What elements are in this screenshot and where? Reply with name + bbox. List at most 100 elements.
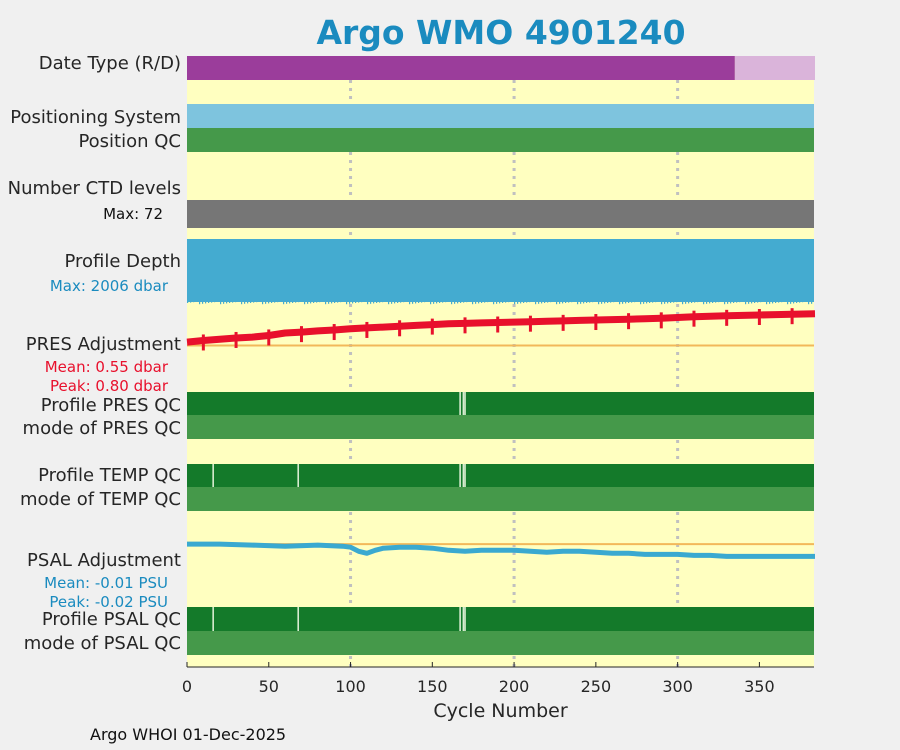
- profile-depth-tick: [202, 301, 204, 304]
- profile-depth-tick: [715, 301, 717, 303]
- profile-depth-tick: [565, 301, 567, 303]
- profile-depth-tick: [811, 301, 813, 304]
- profile-depth-tick: [232, 301, 234, 303]
- profile-depth-tick: [703, 301, 705, 305]
- profile-depth-tick: [664, 301, 666, 304]
- profile-depth-tick: [424, 301, 426, 303]
- profile-depth-tick: [205, 301, 207, 304]
- profile-depth-tick: [451, 301, 453, 305]
- profile-pres-qc-mark: [462, 392, 465, 415]
- profile-depth-tick: [709, 301, 711, 304]
- profile-depth-tick: [463, 301, 465, 303]
- profile-depth-tick: [766, 301, 768, 305]
- profile-pres-qc-label: Profile PRES QC: [41, 395, 181, 416]
- profile-depth-tick: [283, 301, 285, 305]
- profile-depth-tick: [217, 301, 219, 302]
- profile-depth-tick: [391, 301, 393, 304]
- profile-depth-tick: [286, 301, 288, 304]
- profile-depth-tick: [241, 301, 243, 305]
- pres-adjustment-stat-peak: Peak: 0.80 dbar: [50, 377, 169, 395]
- footer-credit: Argo WHOI 01-Dec-2025: [90, 725, 287, 744]
- x-tick-label: 150: [417, 677, 448, 696]
- profile-depth-tick: [727, 301, 729, 304]
- profile-depth-tick: [730, 301, 732, 304]
- profile-depth-tick: [670, 301, 672, 303]
- profile-depth-tick: [331, 301, 333, 304]
- profile-depth-tick: [406, 301, 408, 302]
- profile-depth-tick: [211, 301, 213, 303]
- profile-depth-tick: [478, 301, 480, 304]
- profile-depth-tick: [775, 301, 777, 303]
- profile-depth-tick: [469, 301, 471, 302]
- position-qc-band: [187, 128, 814, 152]
- profile-pres-qc-band: [187, 392, 814, 415]
- profile-depth-tick: [349, 301, 351, 304]
- profile-depth-tick: [196, 301, 198, 302]
- profile-depth-tick: [355, 301, 357, 303]
- profile-depth-tick: [244, 301, 246, 304]
- profile-depth-tick: [352, 301, 354, 304]
- profile-depth-tick: [571, 301, 573, 303]
- mode-psal-qc-label: mode of PSAL QC: [24, 633, 181, 654]
- profile-depth-tick: [721, 301, 723, 302]
- profile-depth-tick: [418, 301, 420, 303]
- psal-adjustment-stat-mean: Mean: -0.01 PSU: [44, 574, 168, 592]
- profile-depth-tick: [706, 301, 708, 304]
- profile-depth-tick: [295, 301, 297, 303]
- profile-depth-tick: [400, 301, 402, 303]
- profile-depth-tick: [619, 301, 621, 305]
- profile-depth-tick: [592, 301, 594, 303]
- profile-depth-tick: [748, 301, 750, 304]
- profile-depth-tick: [628, 301, 630, 303]
- profile-depth-tick: [436, 301, 438, 304]
- profile-depth-tick: [718, 301, 720, 303]
- profile-depth-tick: [313, 301, 315, 303]
- profile-depth-tick: [685, 301, 687, 304]
- profile-depth-tick: [403, 301, 405, 303]
- x-tick-label: 350: [744, 677, 775, 696]
- profile-depth-tick: [532, 301, 534, 302]
- profile-depth-tick: [307, 301, 309, 304]
- profile-depth-tick: [385, 301, 387, 302]
- profile-temp-qc-mark: [459, 464, 461, 487]
- profile-depth-tick: [343, 301, 345, 302]
- profile-depth-tick: [781, 301, 783, 303]
- profile-depth-tick: [226, 301, 228, 304]
- profile-depth-tick: [430, 301, 432, 305]
- profile-depth-tick: [454, 301, 456, 304]
- profile-depth-tick: [637, 301, 639, 302]
- profile-depth-tick: [376, 301, 378, 303]
- profile-psal-qc-mark: [462, 607, 465, 631]
- profile-depth-tick: [760, 301, 762, 303]
- profile-depth-tick: [688, 301, 690, 304]
- profile-depth-tick: [511, 301, 513, 302]
- profile-temp-qc-band: [187, 464, 814, 487]
- profile-depth-tick: [292, 301, 294, 303]
- profile-depth-tick: [301, 301, 303, 302]
- profile-depth-tick: [379, 301, 381, 303]
- profile-depth-tick: [550, 301, 552, 303]
- profile-depth-tick: [457, 301, 459, 304]
- profile-depth-tick: [187, 301, 189, 303]
- profile-depth-tick: [553, 301, 555, 302]
- profile-depth-tick: [778, 301, 780, 303]
- profile-depth-tick: [697, 301, 699, 303]
- profile-depth-tick: [634, 301, 636, 303]
- profile-depth-tick: [487, 301, 489, 303]
- mode-psal-qc-band: [187, 631, 814, 655]
- profile-depth-tick: [700, 301, 702, 302]
- pres-adjustment-label: PRES Adjustment: [26, 334, 181, 355]
- profile-depth-tick: [250, 301, 252, 303]
- number-ctd-levels-stat: Max: 72: [103, 205, 163, 223]
- profile-depth-tick: [526, 301, 528, 303]
- pres-adjustment-stat-mean: Mean: 0.55 dbar: [45, 358, 169, 376]
- profile-psal-qc-mark: [212, 607, 214, 631]
- profile-depth-tick: [274, 301, 276, 303]
- profile-depth-tick: [280, 301, 282, 302]
- profile-depth-tick: [421, 301, 423, 303]
- profile-depth-tick: [334, 301, 336, 303]
- profile-depth-tick: [493, 301, 495, 305]
- profile-depth-tick: [772, 301, 774, 304]
- x-tick-label: 250: [581, 677, 612, 696]
- profile-depth-tick: [583, 301, 585, 304]
